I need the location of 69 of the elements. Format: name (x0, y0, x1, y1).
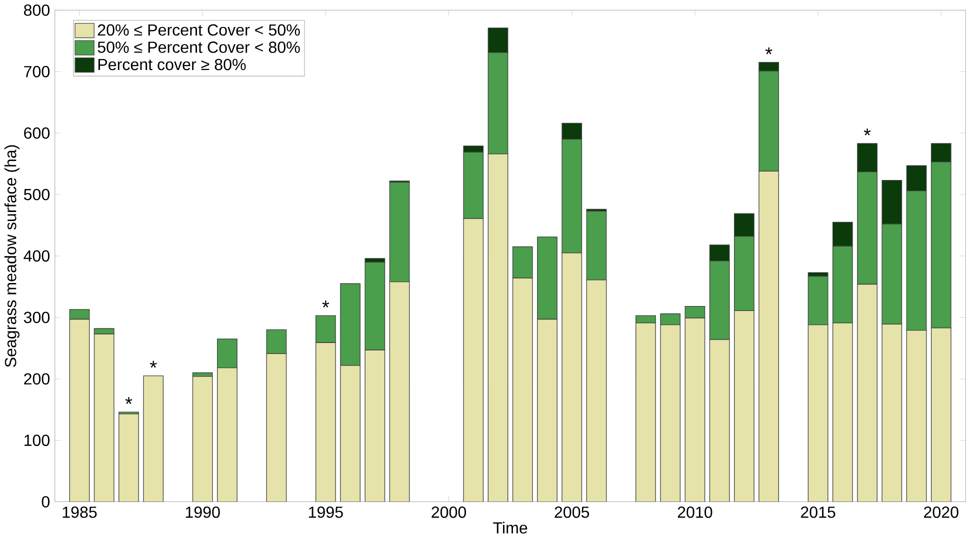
bar (217, 368, 238, 502)
bar (364, 262, 386, 350)
bar (537, 236, 558, 320)
bar (192, 376, 212, 502)
bar (266, 354, 286, 502)
x-tick-label: 1985 (62, 506, 97, 518)
bar (365, 350, 385, 502)
bar (94, 334, 114, 502)
x-tick-label: 2020 (924, 506, 958, 518)
x-tick-label: 2010 (678, 506, 712, 518)
bar (660, 324, 681, 502)
y-tick-label: 300 (24, 312, 50, 324)
bar (340, 365, 360, 502)
bar (315, 315, 336, 343)
bar (488, 154, 508, 502)
x-tick-label: 2015 (800, 506, 836, 518)
x-tick-label: 2005 (554, 506, 590, 518)
bar (808, 276, 828, 326)
annotation: * (150, 360, 157, 368)
bar (512, 278, 533, 502)
bar (734, 310, 754, 502)
bar (562, 252, 582, 502)
bar (118, 414, 139, 502)
bar (340, 283, 360, 366)
y-tick-label: 600 (24, 127, 50, 139)
annotation: * (125, 397, 132, 404)
bar (217, 338, 238, 368)
bar (636, 315, 656, 324)
bar (389, 182, 410, 282)
x-tick-label: 2000 (432, 506, 466, 518)
y-tick-label: 400 (24, 250, 50, 262)
bar (906, 330, 927, 502)
legend-label: Percent cover ≥ 80% (98, 58, 246, 70)
bar (857, 284, 878, 502)
x-tick-label: 1995 (309, 506, 343, 518)
x-axis-title: Time (493, 522, 528, 534)
y-tick-label: 0 (42, 496, 50, 508)
bar (537, 318, 558, 502)
legend-label: 20% ≤ Percent Cover < 50% (98, 24, 300, 36)
bar (684, 306, 706, 318)
y-tick-label: 200 (24, 373, 50, 385)
annotation: * (864, 128, 871, 136)
bar (512, 246, 533, 278)
bar (586, 280, 607, 502)
bar (586, 210, 607, 280)
annotation: * (765, 47, 772, 54)
bar (808, 324, 828, 502)
y-axis-title: Seagrass meadow surface (ha) (4, 145, 20, 367)
annotation: * (322, 300, 330, 308)
bar (832, 322, 853, 502)
bar (758, 170, 779, 502)
x-tick-label: 1990 (186, 506, 220, 518)
bar (390, 282, 410, 502)
bar (316, 342, 336, 502)
bar (463, 218, 484, 502)
bar (266, 329, 287, 354)
y-tick-label: 700 (24, 66, 50, 78)
bar (144, 376, 164, 502)
bar (70, 319, 90, 502)
legend-label: 50% ≤ Percent Cover < 80% (98, 42, 300, 53)
bar (709, 339, 730, 502)
bar (882, 324, 902, 502)
y-tick-label: 100 (24, 434, 50, 446)
bar (636, 322, 656, 502)
bar (660, 313, 681, 326)
y-tick-label: 800 (24, 4, 50, 16)
bar (930, 328, 952, 502)
bar (684, 318, 706, 502)
y-tick-label: 500 (24, 188, 50, 200)
